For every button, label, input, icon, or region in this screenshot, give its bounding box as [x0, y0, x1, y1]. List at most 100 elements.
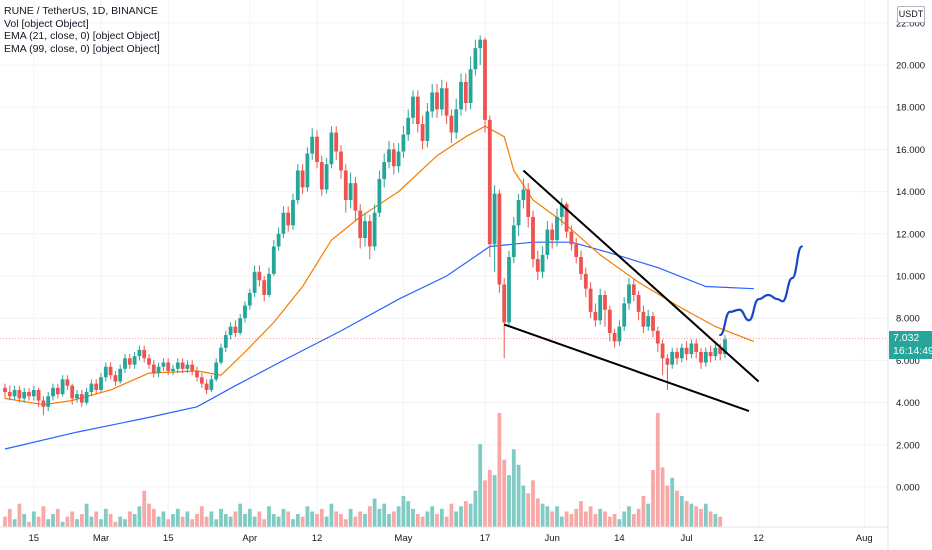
volume-bar — [569, 514, 574, 527]
candle-body — [79, 394, 84, 403]
candle-body — [195, 370, 199, 378]
candle-body — [276, 233, 281, 247]
candle-body — [574, 244, 579, 258]
volume-bar — [679, 495, 684, 527]
candle-body — [228, 326, 233, 336]
candle-body — [540, 254, 545, 272]
candle-body — [142, 349, 147, 359]
volume-bar — [348, 508, 353, 527]
candle-body — [588, 288, 593, 312]
volume-bar — [123, 519, 127, 527]
candle-body — [559, 204, 564, 217]
candle-body — [598, 294, 603, 321]
candle-body — [507, 257, 511, 323]
volume-bar — [17, 503, 22, 527]
candle-body — [622, 303, 627, 327]
volume-bar — [675, 490, 679, 527]
chart-legend: RUNE / TetherUS, 1D, BINANCE Vol [object… — [4, 5, 160, 55]
candle-body — [238, 318, 243, 333]
volume-bar — [267, 506, 271, 527]
volume-bar — [607, 516, 612, 527]
price-tick-label: 0.000 — [896, 483, 920, 494]
volume-bar — [147, 503, 151, 527]
volume-bar — [593, 514, 598, 527]
candle-body — [497, 193, 502, 285]
candle-body — [420, 124, 425, 141]
volume-bar — [487, 470, 492, 527]
volume-bar — [132, 514, 137, 527]
time-tick-label: Jul — [681, 533, 693, 544]
volume-bar — [531, 480, 535, 527]
currency-button[interactable]: USDT — [897, 6, 925, 23]
candle-body — [185, 364, 190, 369]
candle-body — [430, 92, 435, 112]
candle-body — [612, 332, 617, 342]
volume-bar — [324, 516, 329, 527]
volume-bar — [622, 511, 627, 527]
candle-body — [175, 362, 180, 369]
indicator-volume[interactable]: Vol [object Object] — [4, 17, 89, 30]
time-tick-label: 14 — [614, 533, 625, 544]
candle-body — [603, 294, 607, 310]
candle-body — [46, 396, 51, 407]
price-tick-label: 6.000 — [896, 356, 920, 367]
volume-bar — [219, 508, 223, 527]
volume-bar — [612, 514, 617, 527]
volume-bar — [406, 501, 411, 527]
candle-body — [699, 351, 703, 363]
chart-grid — [0, 0, 888, 527]
volume-bar — [411, 508, 415, 527]
volume-bar — [521, 485, 526, 527]
indicator-ema99[interactable]: EMA (99, close, 0) [object Object] — [4, 42, 160, 55]
candle-body — [401, 134, 406, 152]
volume-bar — [579, 501, 583, 527]
price-tick-label: 14.000 — [896, 187, 925, 198]
price-tick-label: 22.000 — [896, 18, 925, 29]
volume-bar — [190, 519, 195, 527]
candle-body — [329, 132, 334, 165]
volume-bar — [243, 514, 247, 527]
candle-body — [564, 204, 569, 232]
volume-bar — [420, 516, 425, 527]
time-tick-label: 15 — [163, 533, 174, 544]
time-tick-label: 17 — [480, 533, 491, 544]
candle-body — [22, 392, 27, 399]
volume-bar — [358, 511, 363, 527]
volume-bar — [483, 480, 487, 527]
candle-body — [271, 246, 276, 274]
volume-bar — [310, 511, 315, 527]
volume-bar — [430, 506, 435, 527]
time-tick-label: Aug — [856, 533, 873, 544]
volume-bar — [41, 506, 46, 527]
volume-bar — [161, 511, 166, 527]
volume-bar — [387, 514, 391, 527]
candle-body — [17, 389, 22, 399]
candle-body — [36, 389, 41, 401]
indicator-ema21[interactable]: EMA (21, close, 0) [object Object] — [4, 30, 160, 42]
volume-bar — [305, 506, 310, 527]
candle-body — [473, 48, 478, 70]
candle-body — [646, 316, 651, 327]
volume-bar — [31, 511, 36, 527]
volume-bar — [60, 521, 65, 527]
time-tick-label: Jun — [545, 533, 560, 544]
volume-bar — [415, 514, 420, 527]
volume-bar — [223, 514, 228, 527]
candle-body — [439, 88, 444, 110]
volume-bar — [228, 516, 233, 527]
volume-bar — [363, 514, 367, 527]
volume-bar — [631, 514, 636, 527]
volume-bar — [295, 514, 300, 527]
volume-bar — [651, 470, 655, 527]
candle-body — [651, 316, 655, 331]
volume-bar — [12, 519, 17, 527]
volume-bar — [478, 444, 483, 527]
volume-bar — [22, 514, 27, 527]
candle-body — [444, 88, 449, 116]
candle-body — [526, 189, 531, 217]
volume-bar — [51, 514, 55, 527]
volume-bar — [3, 516, 7, 527]
price-axis: 22.000 20.000 18.000 16.000 14.000 12.000 10.0… — [887, 0, 925, 550]
volume-bar — [463, 501, 468, 527]
